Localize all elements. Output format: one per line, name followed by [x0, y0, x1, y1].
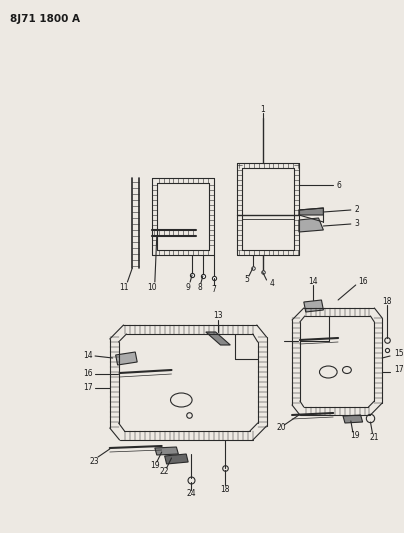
- Polygon shape: [299, 218, 324, 232]
- Text: 16: 16: [83, 369, 93, 378]
- Text: 4: 4: [270, 279, 275, 287]
- Text: 7: 7: [211, 286, 216, 295]
- Text: 3: 3: [354, 220, 359, 229]
- Text: 18: 18: [382, 296, 392, 305]
- Text: 10: 10: [147, 282, 157, 292]
- Text: 17: 17: [83, 384, 93, 392]
- Text: 8: 8: [198, 284, 202, 293]
- Text: 15: 15: [394, 349, 404, 358]
- Text: 19: 19: [350, 432, 360, 440]
- Polygon shape: [155, 447, 178, 455]
- Text: 8J71 1800 A: 8J71 1800 A: [10, 14, 80, 24]
- Text: 24: 24: [186, 489, 196, 498]
- Text: 16: 16: [358, 277, 367, 286]
- Text: 14: 14: [308, 277, 318, 286]
- Text: 2: 2: [354, 206, 359, 214]
- Polygon shape: [206, 332, 230, 345]
- Polygon shape: [299, 208, 324, 215]
- Text: 23: 23: [89, 456, 99, 465]
- Text: 5: 5: [244, 276, 249, 285]
- Text: 14: 14: [83, 351, 93, 360]
- Polygon shape: [116, 352, 137, 365]
- Polygon shape: [165, 454, 188, 464]
- Text: 21: 21: [370, 432, 379, 441]
- Text: 19: 19: [150, 462, 160, 471]
- Polygon shape: [343, 415, 363, 423]
- Text: 11: 11: [119, 284, 128, 293]
- Polygon shape: [304, 300, 324, 312]
- Text: 20: 20: [276, 424, 286, 432]
- Text: 1: 1: [260, 104, 265, 114]
- Text: 17: 17: [394, 365, 404, 374]
- Text: 22: 22: [160, 467, 169, 477]
- Text: 18: 18: [221, 486, 230, 495]
- Text: 6: 6: [337, 181, 341, 190]
- Text: 9: 9: [186, 282, 191, 292]
- Text: 13: 13: [213, 311, 222, 320]
